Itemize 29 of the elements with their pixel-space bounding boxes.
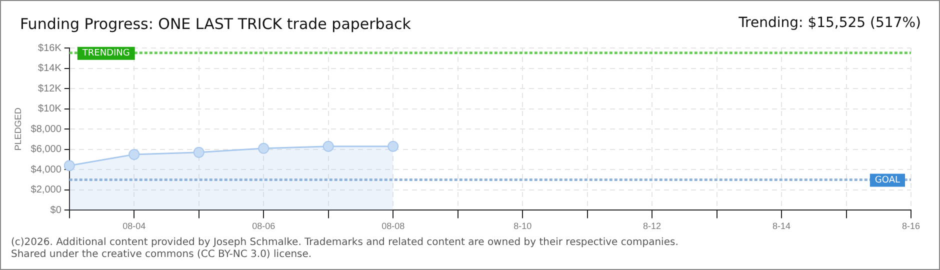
x-tick-label: 08-08 (382, 221, 405, 232)
text: (c)2026. Additional content provided by Joseph Schmalke. Trademarks and related content are owned by their respective companies. (11, 237, 678, 249)
x-tick-label: 08-04 (122, 221, 146, 232)
y-tick-label: $16K (38, 42, 62, 54)
y-tick-label: $10K (38, 104, 62, 115)
ref-line-label: GOAL (874, 176, 900, 186)
point (128, 148, 140, 160)
y-tick-label: $4,000 (30, 164, 62, 176)
chart-title: Funding Progress: ONE LAST TRICK trade paperback (20, 15, 411, 33)
y-tick-label: $8,000 (30, 124, 62, 135)
x-tick-label: 08-06 (252, 221, 276, 232)
point (64, 160, 75, 172)
y-axis-title: PLEDGED (12, 107, 23, 151)
point (258, 142, 270, 154)
y-tick-label: $12K (38, 83, 62, 94)
text: Trending: $15,525 (517%) (738, 15, 921, 31)
x-tick-label: 8-14 (772, 221, 791, 232)
point (388, 140, 399, 152)
y-tick-label: $2,000 (30, 184, 62, 196)
y-tick-label: $6,000 (30, 144, 62, 156)
ref-line-label: TRENDING (81, 48, 130, 59)
point (322, 140, 334, 152)
y-tick-label: $14K (38, 63, 62, 74)
x-tick-label: 8-10 (514, 221, 532, 232)
x-tick-label: 8-12 (643, 221, 662, 232)
point (193, 146, 204, 158)
x-tick-label: 8-16 (902, 221, 920, 232)
y-tick-label: $0 (50, 204, 62, 216)
text: Shared under the creative commons (CC BY-NC 3.0) license. (11, 249, 313, 261)
